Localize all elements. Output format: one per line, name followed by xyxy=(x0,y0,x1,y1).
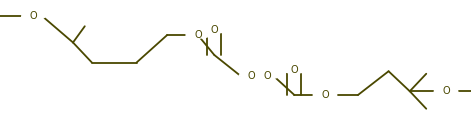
Text: O: O xyxy=(321,90,329,100)
Text: O: O xyxy=(442,86,450,96)
Circle shape xyxy=(22,13,45,19)
Circle shape xyxy=(256,72,279,79)
Circle shape xyxy=(186,32,210,38)
Circle shape xyxy=(283,67,306,73)
Text: O: O xyxy=(194,30,202,40)
Text: O: O xyxy=(30,11,37,21)
Text: O: O xyxy=(291,65,298,75)
Text: O: O xyxy=(264,71,271,81)
Circle shape xyxy=(239,72,263,79)
Circle shape xyxy=(203,27,226,33)
Circle shape xyxy=(313,92,337,98)
Text: O: O xyxy=(247,71,255,81)
Circle shape xyxy=(434,88,458,94)
Text: O: O xyxy=(211,25,218,35)
